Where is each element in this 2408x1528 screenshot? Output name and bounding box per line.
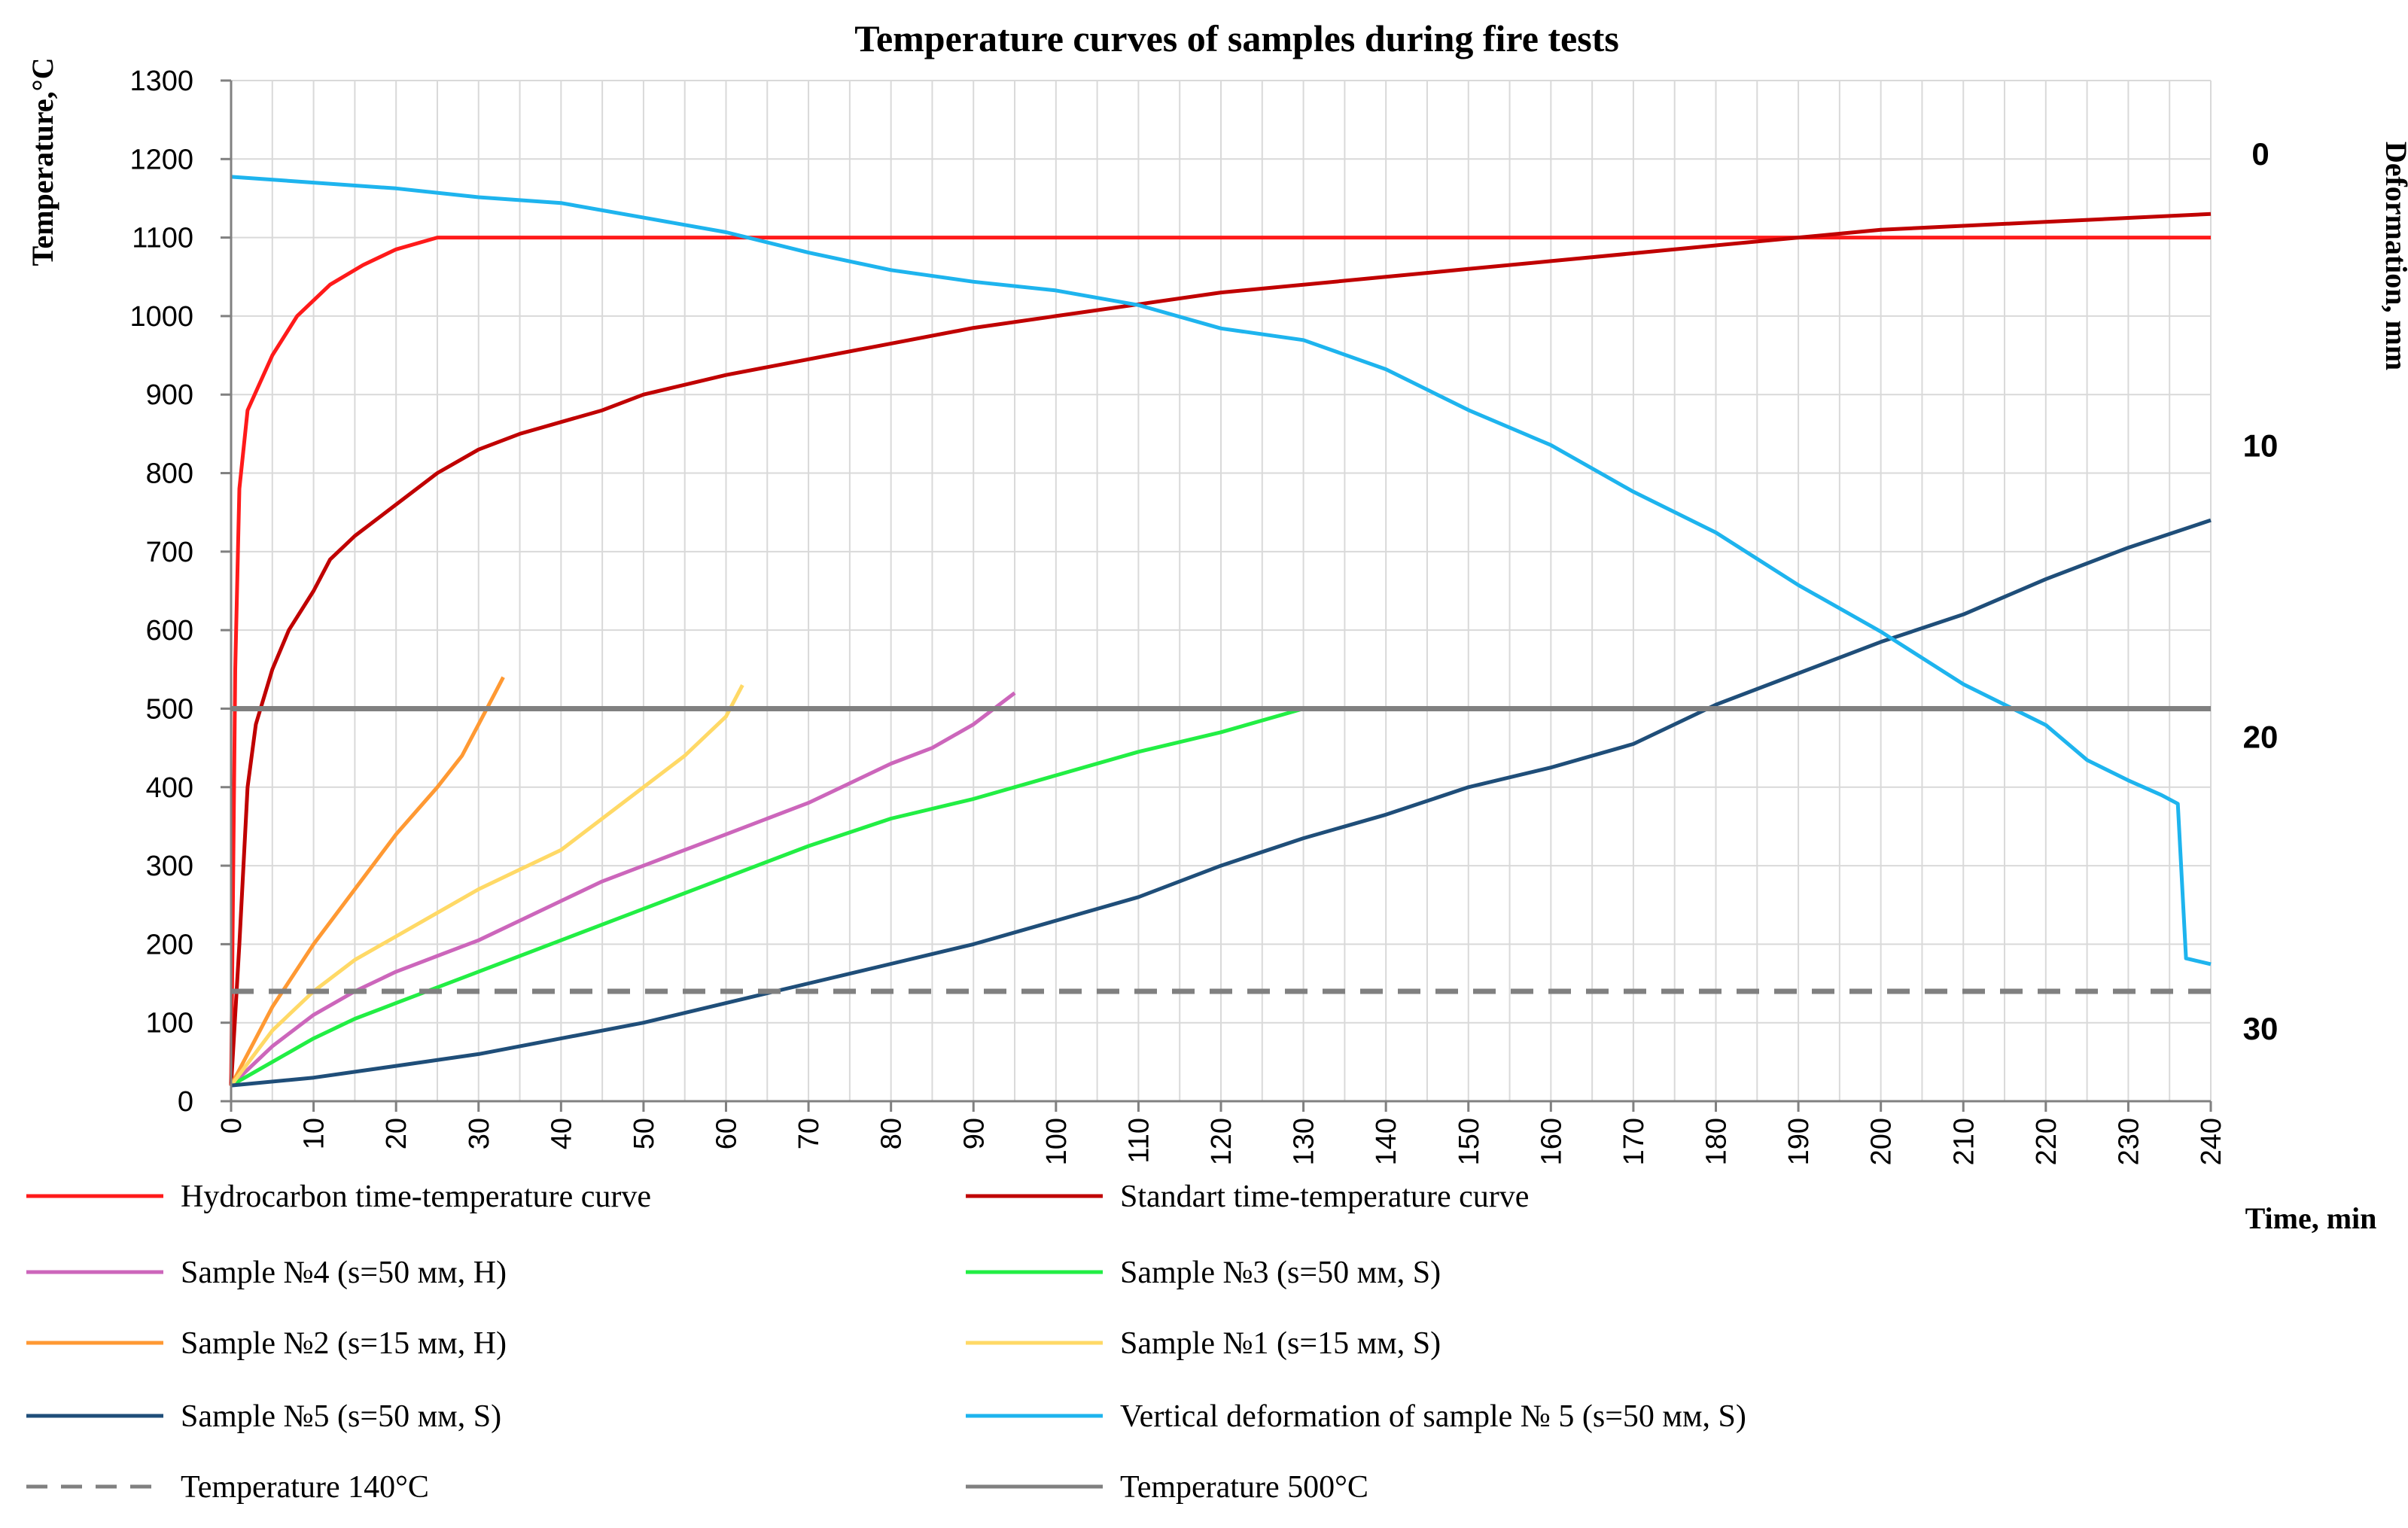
legend-label-7: Sample №5 (s=50 мм, S) xyxy=(181,1399,501,1434)
series-line-4 xyxy=(230,707,1304,1088)
x-tick-label: 40 xyxy=(546,1118,577,1149)
x-tick-label: 100 xyxy=(1041,1118,1073,1165)
legend-label-5: Sample №2 (s=15 мм, H) xyxy=(181,1326,507,1361)
series-line-1 xyxy=(229,236,2211,1086)
y-tick-label: 200 xyxy=(146,929,193,960)
y-tick-label: 400 xyxy=(146,772,193,804)
x-tick-label: 10 xyxy=(299,1118,330,1149)
series-line-8 xyxy=(230,175,2212,966)
y-tick-label: 800 xyxy=(146,458,193,490)
y-tick-label: 0 xyxy=(178,1086,193,1118)
x-tick-label: 150 xyxy=(1454,1118,1485,1165)
legend-label-4: Sample №3 (s=50 мм, S) xyxy=(1120,1256,1441,1290)
x-tick-label: 90 xyxy=(958,1118,990,1149)
legend-label-10: Temperature 500°C xyxy=(1120,1470,1368,1505)
x-tick-label: 110 xyxy=(1123,1118,1155,1164)
x-tick-label: 210 xyxy=(1948,1118,1980,1165)
legend-label-1: Hydrocarbon time-temperature curve xyxy=(181,1179,651,1214)
y-tick-label: 500 xyxy=(146,693,193,725)
legend-label-2: Standart time-temperature curve xyxy=(1120,1179,1529,1214)
y2-tick-label: 10 xyxy=(2243,428,2279,463)
series-line-3 xyxy=(230,691,1016,1087)
series-line-7 xyxy=(230,518,2212,1088)
y-tick-label: 300 xyxy=(146,851,193,882)
y-tick-label: 100 xyxy=(146,1008,193,1039)
x-tick-label: 80 xyxy=(876,1118,908,1149)
legend: Hydrocarbon time-temperature curve Standa… xyxy=(26,1179,1746,1505)
x-tick-label: 20 xyxy=(381,1118,412,1149)
x-axis-title: Time, min xyxy=(2245,1201,2377,1235)
y-tick-label: 600 xyxy=(146,615,193,647)
x-tick-label: 240 xyxy=(2196,1118,2227,1165)
y-tick-label: 1100 xyxy=(132,223,193,254)
x-tick-label: 170 xyxy=(1618,1118,1650,1165)
x-tick-label: 220 xyxy=(2031,1118,2062,1165)
y2-tick-label: 30 xyxy=(2243,1011,2279,1046)
ticks: 0100200300400500600700800900100011001200… xyxy=(129,65,2278,1165)
x-tick-label: 200 xyxy=(1866,1118,1898,1165)
x-tick-label: 60 xyxy=(711,1118,743,1149)
x-tick-label: 30 xyxy=(464,1118,495,1149)
y-tick-label: 1000 xyxy=(129,301,193,333)
y2-axis-title: Deformation, mm xyxy=(2379,142,2408,370)
grid xyxy=(230,80,2212,1102)
y-tick-label: 1300 xyxy=(129,65,193,97)
y2-tick-label: 0 xyxy=(2251,136,2269,172)
chart-title: Temperature curves of samples during fir… xyxy=(854,17,1619,59)
x-tick-label: 120 xyxy=(1206,1118,1237,1165)
x-tick-label: 50 xyxy=(629,1118,660,1149)
x-tick-label: 70 xyxy=(793,1118,825,1149)
x-tick-label: 130 xyxy=(1289,1118,1320,1165)
legend-label-8: Vertical deformation of sample № 5 (s=50… xyxy=(1120,1399,1746,1434)
y2-tick-label: 20 xyxy=(2243,720,2279,755)
y-tick-label: 900 xyxy=(146,379,193,411)
x-tick-label: 140 xyxy=(1371,1118,1402,1165)
series-line-6 xyxy=(230,684,744,1087)
x-tick-label: 180 xyxy=(1701,1118,1733,1165)
series-layer xyxy=(229,175,2212,1088)
legend-label-3: Sample №4 (s=50 мм, H) xyxy=(181,1256,507,1290)
legend-label-6: Sample №1 (s=15 мм, S) xyxy=(1120,1326,1441,1361)
y-axis-title: Temperature,°C xyxy=(26,57,59,266)
x-tick-label: 160 xyxy=(1536,1118,1567,1165)
y-tick-label: 1200 xyxy=(129,144,193,175)
legend-label-9: Temperature 140°C xyxy=(181,1470,429,1505)
x-tick-label: 230 xyxy=(2113,1118,2145,1165)
x-tick-label: 190 xyxy=(1783,1118,1815,1165)
y-tick-label: 700 xyxy=(146,537,193,568)
series-line-2 xyxy=(229,212,2212,1086)
x-tick-label: 0 xyxy=(216,1118,248,1134)
